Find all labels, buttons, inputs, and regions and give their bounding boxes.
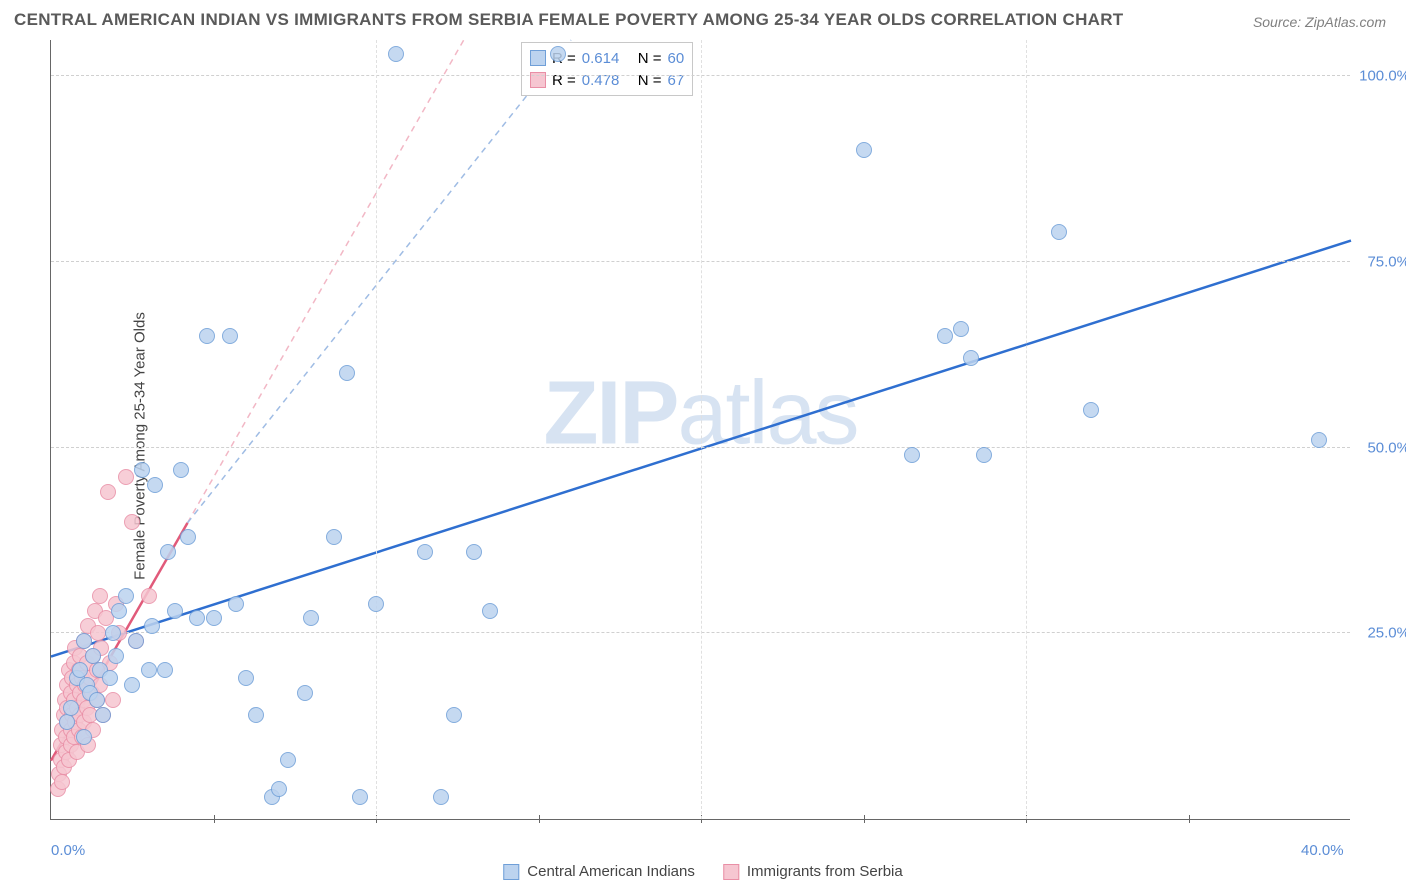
y-tick-label: 25.0% (1367, 625, 1406, 642)
data-point (72, 662, 88, 678)
y-tick-label: 100.0% (1359, 68, 1406, 85)
data-point (63, 700, 79, 716)
data-point (550, 46, 566, 62)
legend-label-pink: Immigrants from Serbia (747, 863, 903, 880)
data-point (228, 596, 244, 612)
data-point (1051, 224, 1067, 240)
data-point (206, 610, 222, 626)
swatch-blue (530, 50, 546, 66)
data-point (105, 692, 121, 708)
plot-area: ZIPatlas R = 0.614 N = 60 R = 0.478 N = … (50, 40, 1350, 820)
data-point (904, 447, 920, 463)
data-point (976, 447, 992, 463)
data-point (326, 529, 342, 545)
data-point (271, 781, 287, 797)
data-point (1083, 402, 1099, 418)
x-tick-label: 0.0% (51, 842, 85, 859)
n-label: N = (638, 72, 662, 89)
data-point (76, 729, 92, 745)
x-tick (214, 815, 215, 823)
data-point (141, 662, 157, 678)
data-point (59, 714, 75, 730)
data-point (108, 648, 124, 664)
data-point (85, 648, 101, 664)
data-point (160, 544, 176, 560)
x-tick (864, 815, 865, 823)
gridline-v (376, 40, 377, 819)
n-value-blue: 60 (668, 50, 685, 67)
y-tick-label: 50.0% (1367, 439, 1406, 456)
data-point (466, 544, 482, 560)
data-point (118, 588, 134, 604)
data-point (173, 462, 189, 478)
data-point (141, 588, 157, 604)
data-point (111, 603, 127, 619)
n-value-pink: 67 (668, 72, 685, 89)
stats-legend: R = 0.614 N = 60 R = 0.478 N = 67 (521, 42, 693, 96)
legend-label-blue: Central American Indians (527, 863, 695, 880)
r-label: R = (552, 72, 576, 89)
data-point (180, 529, 196, 545)
data-point (92, 588, 108, 604)
data-point (1311, 432, 1327, 448)
swatch-pink (723, 864, 739, 880)
data-point (90, 625, 106, 641)
data-point (238, 670, 254, 686)
data-point (248, 707, 264, 723)
data-point (199, 328, 215, 344)
data-point (134, 462, 150, 478)
data-point (937, 328, 953, 344)
data-point (953, 321, 969, 337)
swatch-blue (503, 864, 519, 880)
data-point (189, 610, 205, 626)
data-point (128, 633, 144, 649)
data-point (100, 484, 116, 500)
data-point (105, 625, 121, 641)
chart-title: CENTRAL AMERICAN INDIAN VS IMMIGRANTS FR… (14, 10, 1124, 30)
stats-row-pink: R = 0.478 N = 67 (530, 69, 684, 91)
data-point (388, 46, 404, 62)
data-point (339, 365, 355, 381)
data-point (433, 789, 449, 805)
data-point (89, 692, 105, 708)
gridline-v (701, 40, 702, 819)
data-point (303, 610, 319, 626)
data-point (118, 469, 134, 485)
data-point (297, 685, 313, 701)
data-point (124, 677, 140, 693)
r-value-pink: 0.478 (582, 72, 632, 89)
data-point (102, 670, 118, 686)
x-tick (539, 815, 540, 823)
x-tick-label: 40.0% (1301, 842, 1344, 859)
data-point (167, 603, 183, 619)
data-point (54, 774, 70, 790)
r-value-blue: 0.614 (582, 50, 632, 67)
data-point (144, 618, 160, 634)
data-point (368, 596, 384, 612)
data-point (352, 789, 368, 805)
data-point (482, 603, 498, 619)
legend-item-blue: Central American Indians (503, 863, 695, 880)
series-legend: Central American Indians Immigrants from… (503, 863, 902, 880)
data-point (76, 633, 92, 649)
data-point (446, 707, 462, 723)
data-point (856, 142, 872, 158)
data-point (124, 514, 140, 530)
data-point (222, 328, 238, 344)
data-point (157, 662, 173, 678)
data-point (417, 544, 433, 560)
legend-item-pink: Immigrants from Serbia (723, 863, 903, 880)
data-point (95, 707, 111, 723)
data-point (280, 752, 296, 768)
x-tick (1189, 815, 1190, 823)
data-point (963, 350, 979, 366)
gridline-v (1026, 40, 1027, 819)
source-attribution: Source: ZipAtlas.com (1253, 14, 1386, 30)
y-tick-label: 75.0% (1367, 253, 1406, 270)
data-point (147, 477, 163, 493)
n-label: N = (638, 50, 662, 67)
